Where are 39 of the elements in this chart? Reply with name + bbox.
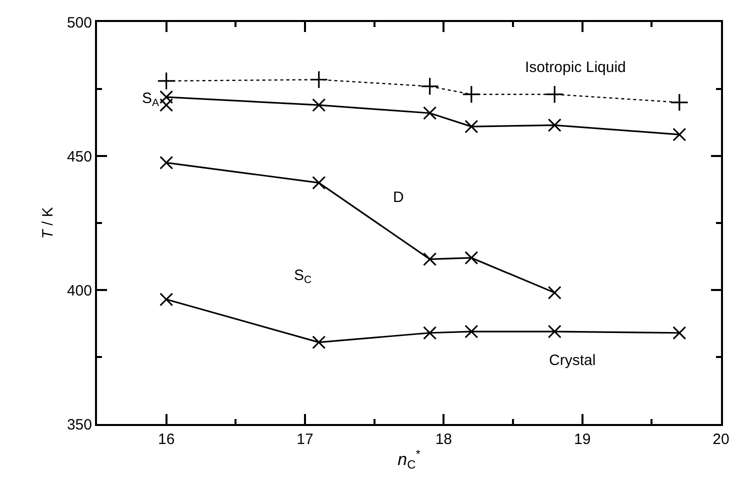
annotation: Crystal <box>549 352 596 369</box>
point <box>160 90 174 104</box>
x-tick-label: 18 <box>435 431 452 448</box>
x-tick-label: 20 <box>712 431 730 448</box>
point <box>672 326 686 340</box>
point <box>548 324 562 338</box>
point <box>312 335 326 350</box>
x-tick-label: 19 <box>574 431 591 448</box>
point <box>312 176 326 190</box>
point <box>545 85 564 104</box>
y-tick-label: 450 <box>66 148 92 166</box>
point <box>464 251 478 265</box>
y-tick-label: 500 <box>66 14 92 32</box>
point <box>464 120 478 134</box>
point <box>462 85 481 104</box>
point <box>548 286 562 300</box>
x-tick-label: 16 <box>158 431 175 448</box>
point <box>160 292 174 306</box>
point <box>423 106 437 120</box>
point <box>672 128 686 142</box>
point <box>312 98 326 112</box>
point <box>160 156 174 170</box>
annotation: S$_{C}$ <box>294 267 312 286</box>
y-tick-label: 400 <box>66 282 92 300</box>
point <box>310 70 328 89</box>
annotation: S$_{A}$ <box>142 90 160 110</box>
point <box>548 118 562 132</box>
y-axis-title: T / K <box>40 207 57 239</box>
x-tick-label: 17 <box>296 431 314 448</box>
point <box>423 326 437 340</box>
point <box>157 72 176 90</box>
point <box>160 98 174 112</box>
point <box>464 324 478 338</box>
point <box>670 93 689 112</box>
annotation: Isotropic Liquid <box>525 59 626 76</box>
point <box>423 252 437 266</box>
point <box>420 77 439 96</box>
y-tick-label: 350 <box>66 416 92 434</box>
annotation: D <box>393 189 404 206</box>
